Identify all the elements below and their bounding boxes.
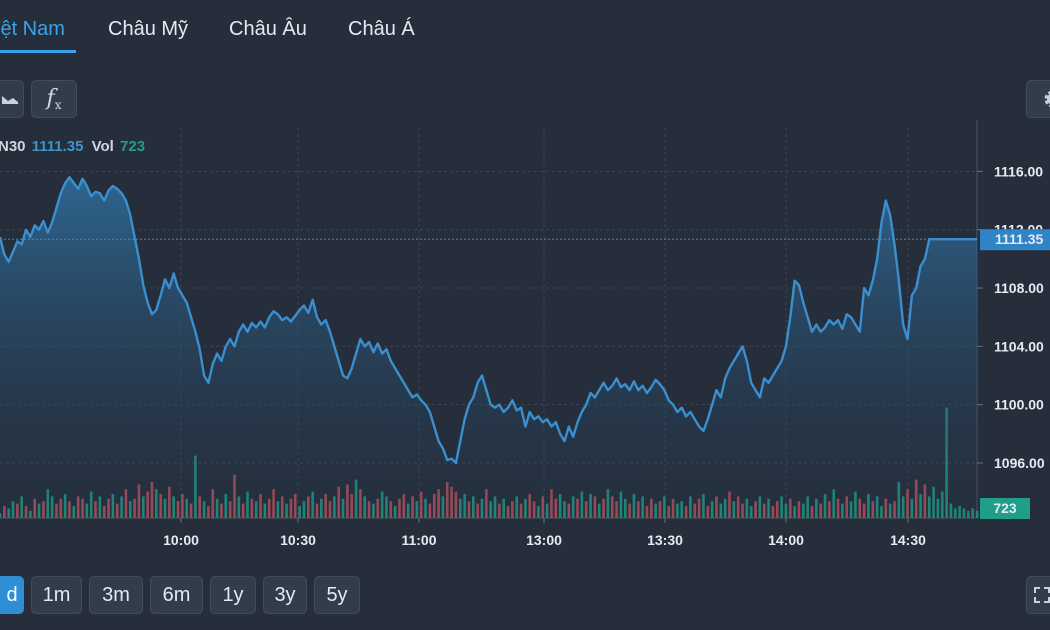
chart-legend: N30 1111.35 Vol 723 <box>0 138 145 155</box>
tab-chau-my[interactable]: Châu Mỹ <box>108 18 189 40</box>
last-price-tag-label: 1111.35 <box>995 231 1044 247</box>
price-area-fill <box>0 177 977 519</box>
price-line <box>0 176 977 465</box>
y-tick-label: 1104.00 <box>994 338 1044 354</box>
range-button-6m[interactable]: 6m <box>150 576 203 614</box>
x-tick-label: 11:00 <box>401 532 436 548</box>
last-price-tag <box>980 229 1050 251</box>
y-axis: 1096.001100.001104.001108.001112.001116.… <box>977 163 1045 471</box>
x-tick-label: 14:30 <box>890 532 926 548</box>
x-tick-label: 13:00 <box>526 532 562 548</box>
x-tick-label: 14:00 <box>768 532 804 548</box>
x-tick-label: 10:30 <box>280 532 316 548</box>
range-button-3m[interactable]: 3m <box>89 576 143 614</box>
range-button-1m[interactable]: 1m <box>31 576 82 614</box>
range-button-5y[interactable]: 5y <box>314 576 360 614</box>
x-tick-label: 10:00 <box>163 532 199 548</box>
last-volume-tag <box>980 498 1030 519</box>
range-button-1y[interactable]: 1y <box>210 576 256 614</box>
x-tick-label: 13:30 <box>647 532 683 548</box>
tab-chau-a[interactable]: Châu Á <box>348 18 415 40</box>
y-tick-label: 1096.00 <box>994 455 1045 471</box>
range-button-1d[interactable]: d <box>0 576 24 614</box>
function-fx-icon: fx <box>46 85 62 112</box>
price-series <box>0 176 977 519</box>
y-tick-label: 1108.00 <box>994 280 1044 296</box>
tab-chau-au[interactable]: Châu Âu <box>229 18 307 40</box>
settings-button[interactable] <box>1026 80 1050 118</box>
range-button-3y[interactable]: 3y <box>263 576 307 614</box>
active-tab-indicator <box>0 50 76 53</box>
y-tick-label: 1116.00 <box>994 163 1043 179</box>
area-chart-icon <box>2 96 18 104</box>
legend-vol-label: Vol <box>91 138 114 155</box>
x-axis: 10:00 10:30 11:00 13:00 13:30 14:00 14:30 <box>163 518 926 548</box>
legend-symbol: N30 <box>0 138 26 155</box>
fullscreen-button[interactable] <box>1026 576 1050 614</box>
last-value-tags: 1111.35 723 <box>980 229 1050 519</box>
market-region-tabs: iệt Nam Châu Mỹ Châu Âu Châu Á <box>0 0 1050 58</box>
indicators-button[interactable]: fx <box>31 80 77 118</box>
expand-icon <box>1034 587 1050 603</box>
legend-price: 1111.35 <box>31 138 84 155</box>
gear-icon <box>1044 91 1050 107</box>
tab-viet-nam[interactable]: iệt Nam <box>0 18 65 40</box>
price-chart[interactable]: 1096.001100.001104.001108.001112.001116.… <box>0 0 1050 560</box>
legend-vol-value: 723 <box>120 138 146 155</box>
last-volume-tag-label: 723 <box>993 500 1017 516</box>
y-tick-label: 1100.00 <box>994 397 1044 413</box>
chart-type-button[interactable] <box>0 80 24 118</box>
